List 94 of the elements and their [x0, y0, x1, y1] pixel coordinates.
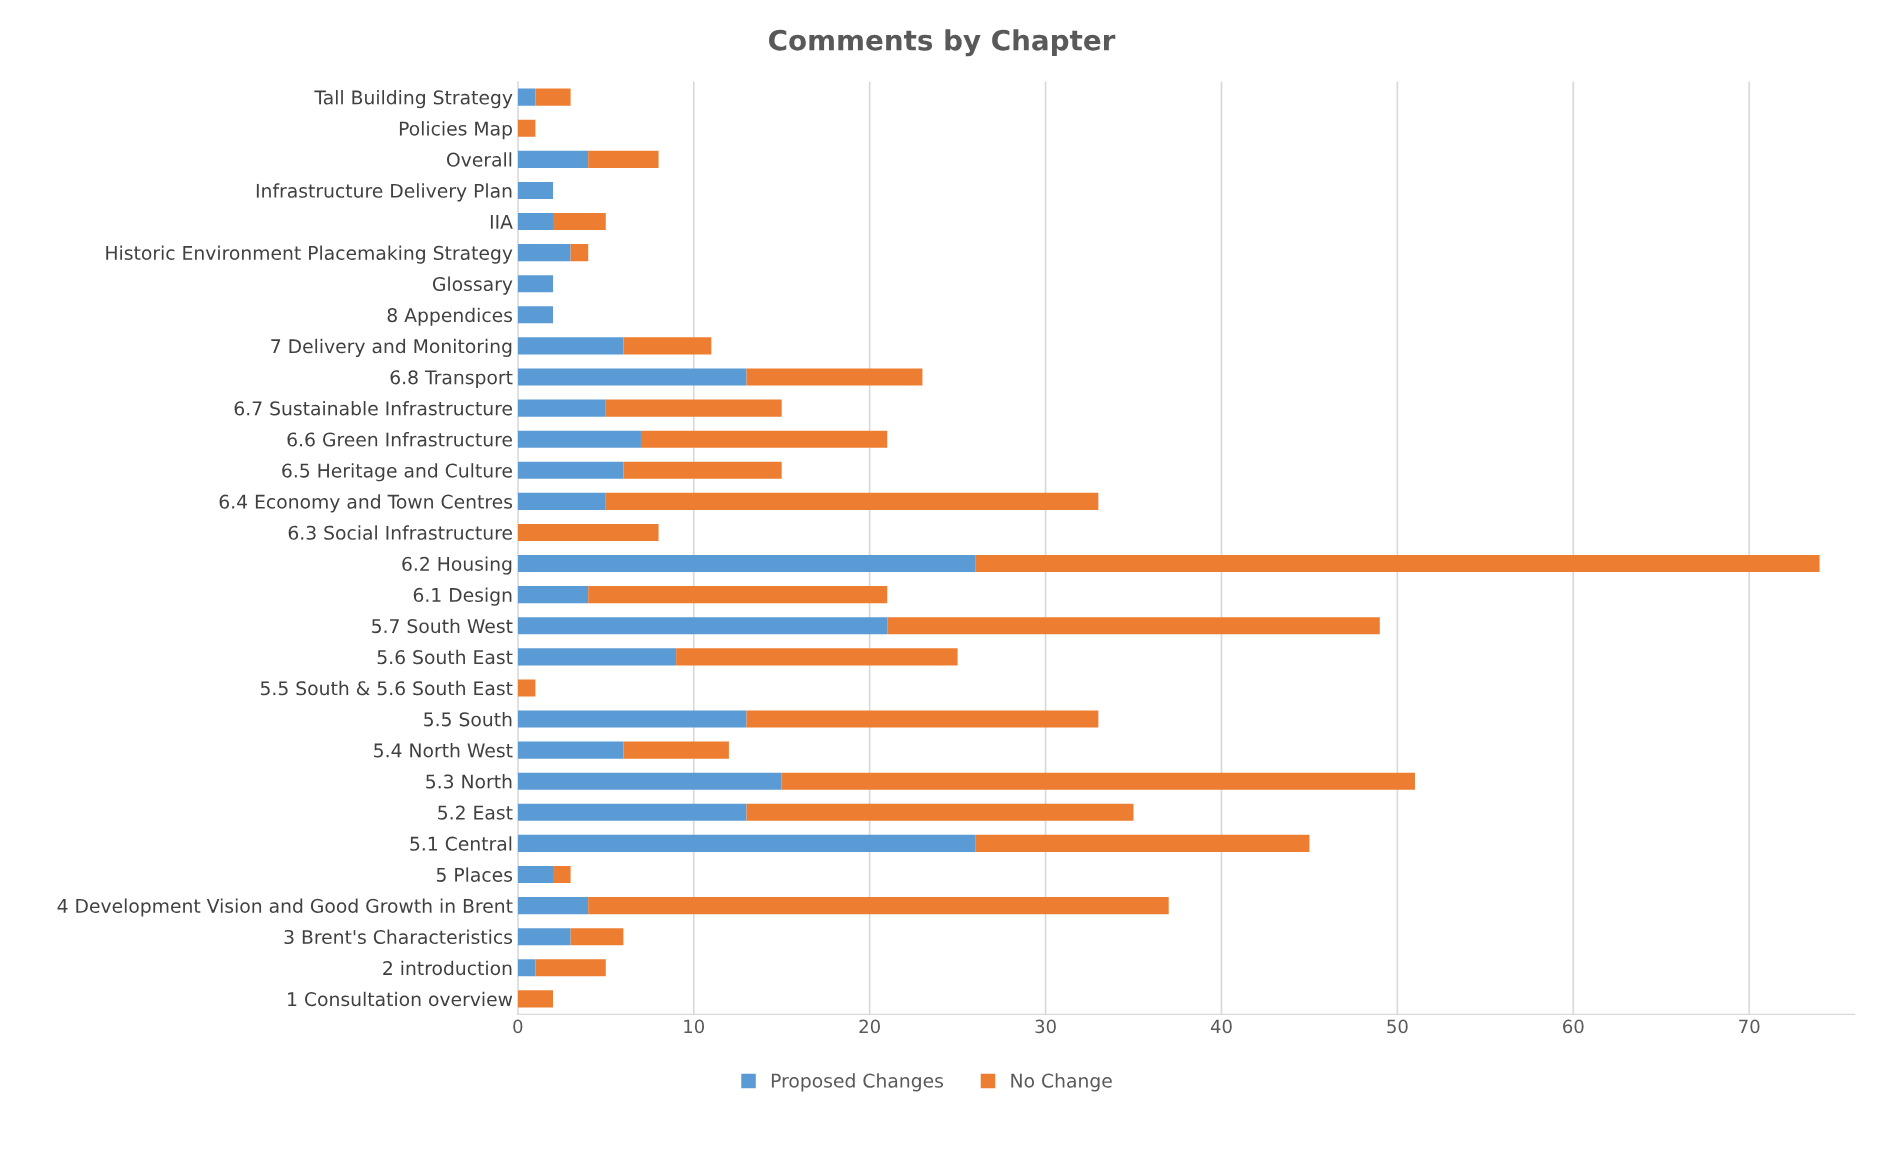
bar — [535, 959, 606, 977]
y-tick-label: Historic Environment Placemaking Strategy — [106, 245, 513, 264]
bar — [517, 741, 624, 759]
bar — [517, 710, 747, 728]
x-tick-label: 70 — [1739, 1019, 1760, 1034]
y-tick-label: 6.7 Sustainable Infrastructure — [234, 400, 512, 416]
bar — [517, 959, 536, 977]
x-tick-label: 10 — [684, 1019, 705, 1034]
y-tick-label: IIA — [490, 214, 513, 229]
bar — [517, 275, 554, 293]
bar — [517, 88, 536, 106]
bar — [517, 772, 782, 790]
bar — [517, 834, 976, 852]
y-tick-label: 5.1 Central — [410, 836, 512, 851]
bar — [517, 337, 624, 355]
bar — [517, 523, 659, 542]
legend-label: Proposed Changes — [771, 1073, 943, 1092]
y-tick-label: 6.2 Housing — [402, 556, 512, 575]
y-tick-label: Overall — [447, 152, 512, 167]
bar — [517, 306, 554, 324]
y-tick-label: 6.3 Social Infrastructure — [288, 525, 512, 540]
bar — [676, 648, 958, 666]
x-tick-label: 30 — [1035, 1019, 1056, 1034]
y-tick-label: Infrastructure Delivery Plan — [256, 183, 512, 202]
y-tick-label: 6.8 Transport — [390, 370, 513, 389]
x-tick-label: 0 — [513, 1019, 523, 1034]
y-tick-label: 5.2 East — [438, 805, 513, 820]
bar — [517, 244, 571, 262]
y-tick-label: Policies Map — [399, 121, 512, 140]
bar — [553, 212, 606, 231]
bar — [517, 430, 641, 448]
x-tick-label: 40 — [1210, 1019, 1232, 1034]
legend-label: No Change — [1011, 1073, 1112, 1092]
y-tick-label: 6.4 Economy and Town Centres — [219, 494, 513, 513]
bar — [517, 928, 571, 946]
bar — [517, 803, 747, 821]
bar — [746, 710, 1099, 728]
y-tick-label: 5.7 South West — [372, 618, 513, 634]
bar — [517, 150, 589, 168]
bar — [517, 555, 976, 573]
y-tick-label: 2 introduction — [383, 960, 512, 976]
y-tick-label: 5 Places — [436, 867, 513, 882]
bar — [588, 150, 659, 168]
y-tick-label: 7 Delivery and Monitoring — [271, 338, 512, 357]
bar — [623, 337, 712, 355]
bar — [588, 897, 1169, 915]
bar — [517, 461, 624, 479]
y-tick-label: 6.5 Heritage and Culture — [282, 463, 512, 482]
bar — [517, 368, 747, 386]
y-tick-label: 1 Consultation overview — [288, 991, 513, 1007]
bar — [517, 181, 554, 199]
bar — [570, 928, 624, 946]
bar — [517, 897, 589, 915]
bar — [887, 617, 1380, 635]
x-tick-label: 60 — [1563, 1019, 1584, 1034]
bar — [517, 617, 888, 635]
y-tick-label: 4 Development Vision and Good Growth in Brent — [57, 898, 513, 917]
bar — [517, 399, 606, 417]
bar — [517, 212, 554, 231]
y-tick-label: 6.1 Design — [413, 587, 512, 606]
x-tick-label: 50 — [1387, 1019, 1408, 1034]
chart-title: Comments by Chapter — [769, 29, 1116, 57]
bar — [975, 555, 1820, 573]
y-tick-label: 5.3 North — [426, 774, 512, 789]
bar — [605, 492, 1099, 510]
bar — [975, 834, 1310, 852]
bar — [535, 88, 571, 106]
bar — [570, 244, 589, 262]
bar — [605, 399, 782, 417]
y-tick-label: 6.6 Green Infrastructure — [287, 432, 512, 447]
bar — [517, 865, 554, 884]
y-tick-label: 5.6 South East — [377, 649, 513, 665]
y-tick-label: 3 Brent's Characteristics — [284, 929, 513, 945]
bar — [517, 648, 677, 666]
y-tick-label: 5.5 South & 5.6 South East — [260, 680, 513, 696]
y-tick-label: 5.4 North West — [374, 743, 513, 758]
bar — [623, 461, 782, 479]
bar — [623, 741, 729, 759]
bar — [746, 368, 923, 386]
bar — [517, 990, 554, 1008]
y-tick-label: 5.5 South — [424, 711, 512, 727]
bar — [553, 865, 571, 884]
bar — [517, 492, 606, 510]
bar — [517, 679, 536, 697]
x-tick-label: 20 — [859, 1019, 880, 1034]
bar — [781, 772, 1415, 790]
bar — [517, 586, 589, 604]
bar — [517, 119, 536, 137]
bar — [588, 586, 888, 604]
y-tick-label: 8 Appendices — [387, 307, 513, 326]
bar — [640, 430, 888, 448]
y-tick-label: Tall Building Strategy — [314, 90, 513, 109]
y-tick-label: Glossary — [432, 276, 513, 295]
bar — [746, 803, 1134, 821]
